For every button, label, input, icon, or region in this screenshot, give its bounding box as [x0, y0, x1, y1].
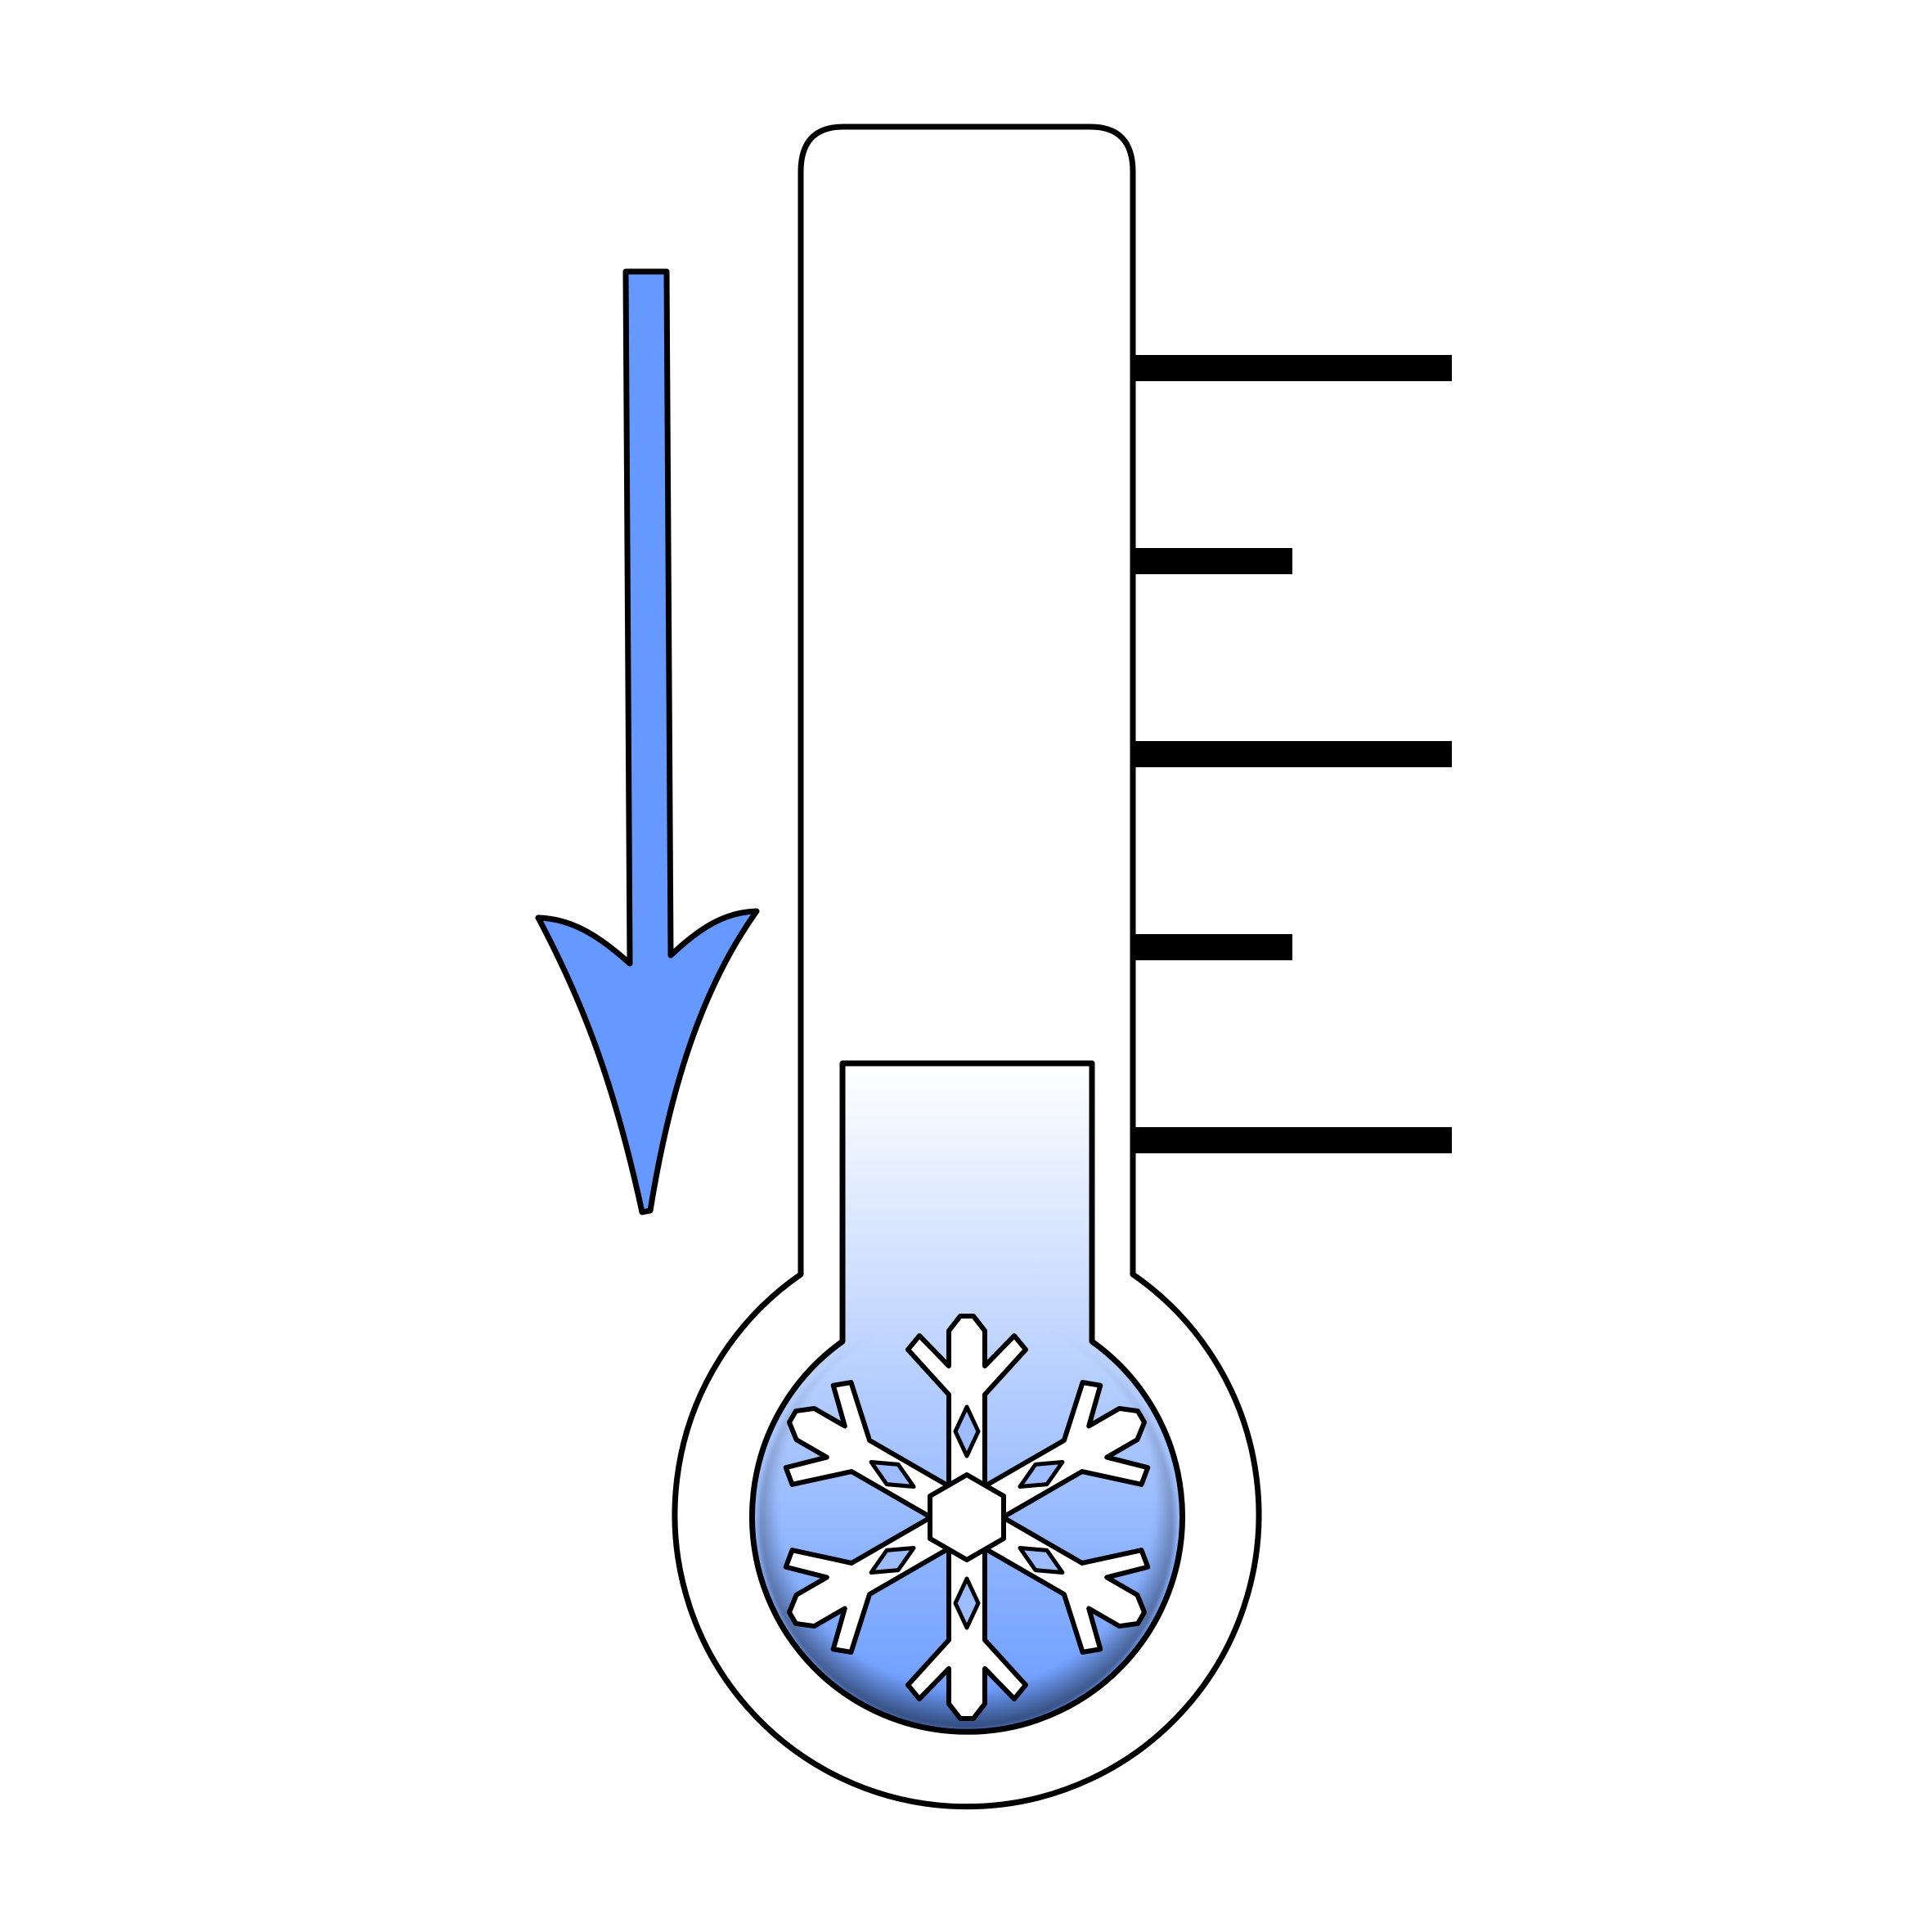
scale-ticks	[1133, 355, 1452, 1153]
minor-tick	[1133, 934, 1292, 960]
snowflake-gap	[953, 1576, 981, 1630]
snowflake-arm	[905, 1539, 1028, 1721]
snowflake-gap	[953, 1404, 981, 1458]
major-tick	[1133, 741, 1452, 767]
snowflake-gap	[1018, 1546, 1065, 1575]
snowflake-gap	[1018, 1460, 1065, 1489]
snowflake-gap	[869, 1546, 916, 1575]
down-arrow-icon	[535, 268, 760, 1215]
major-tick	[1133, 355, 1452, 381]
major-tick	[1133, 1127, 1452, 1153]
snowflake-gap	[869, 1460, 916, 1489]
minor-tick	[1133, 548, 1292, 574]
snowflake-icon	[783, 1314, 1151, 1721]
snowflake-arm	[905, 1314, 1028, 1495]
